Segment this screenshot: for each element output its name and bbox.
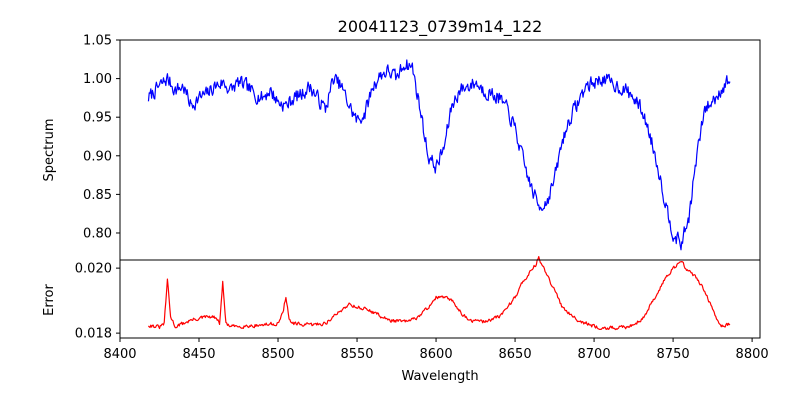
spectrum-y-tick-label: 0.85 — [83, 188, 112, 203]
spectrum-y-tick-label: 1.00 — [83, 72, 112, 87]
x-tick-label: 8750 — [657, 347, 690, 362]
error-plot-area — [120, 260, 760, 338]
spectrum-panel: 0.80 0.85 0.90 0.95 1.00 1.05 Spectrum — [42, 34, 761, 261]
x-axis-label: Wavelength — [401, 369, 478, 384]
error-line — [147, 255, 731, 331]
spectrum-y-ticks: 0.80 0.85 0.90 0.95 1.00 1.05 — [83, 34, 120, 241]
chart-title: 20041123_0739m14_122 — [338, 17, 543, 37]
error-y-ticks: 0.018 0.020 — [75, 262, 120, 342]
x-tick-label: 8700 — [578, 347, 611, 362]
x-tick-label: 8500 — [261, 347, 294, 362]
spectrum-y-tick-label: 0.95 — [83, 111, 112, 126]
spectrum-y-tick-label: 1.05 — [83, 34, 112, 49]
x-tick-label: 8650 — [499, 347, 532, 362]
error-y-tick-label: 0.020 — [75, 262, 112, 277]
spectrum-y-axis-label: Spectrum — [42, 119, 57, 182]
x-tick-label: 8450 — [182, 347, 215, 362]
spectrum-line — [147, 59, 731, 251]
x-tick-label: 8550 — [340, 347, 373, 362]
x-tick-label: 8400 — [103, 347, 136, 362]
error-y-axis-label: Error — [42, 284, 57, 316]
error-x-ticks: 8400 8450 8500 8550 8600 8650 8700 8750 8800 — [103, 338, 769, 362]
spectrum-y-tick-label: 0.90 — [83, 149, 112, 164]
error-y-tick-label: 0.018 — [75, 327, 112, 342]
error-axes-frame — [119, 259, 761, 339]
spectrum-y-tick-label: 0.80 — [83, 226, 112, 241]
spectrum-plot-area — [120, 40, 760, 260]
x-tick-label: 8800 — [736, 347, 769, 362]
x-tick-label: 8600 — [420, 347, 453, 362]
